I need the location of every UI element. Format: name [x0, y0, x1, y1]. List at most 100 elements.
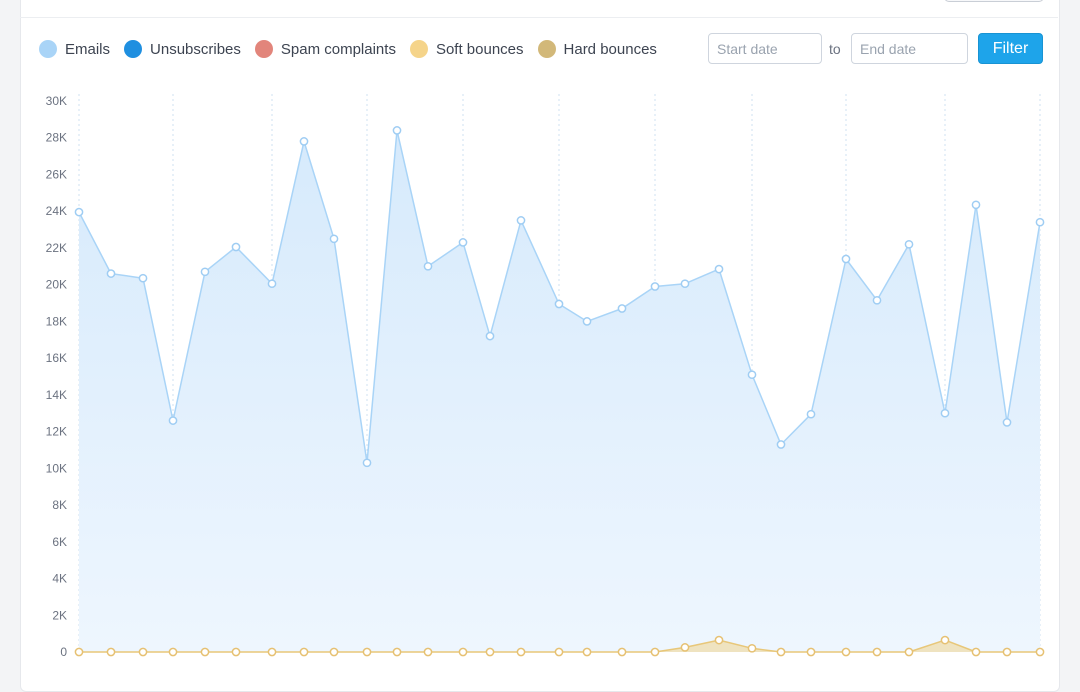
point-emails[interactable] — [1035, 217, 1045, 227]
point-soft-bounces[interactable] — [138, 647, 148, 657]
legend-dot-unsubscribes — [124, 40, 143, 58]
point-emails[interactable] — [106, 269, 116, 278]
start-date-input[interactable] — [708, 33, 822, 64]
point-soft-bounces[interactable] — [516, 647, 526, 657]
point-soft-bounces[interactable] — [267, 647, 277, 657]
chart-legend: Emails Unsubscribes Spam complaints Soft… — [39, 38, 671, 60]
point-emails[interactable] — [582, 317, 592, 326]
legend-item-emails[interactable]: Emails — [39, 40, 110, 58]
point-emails[interactable] — [940, 408, 950, 418]
legend-item-spam-complaints[interactable]: Spam complaints — [254, 40, 396, 58]
point-emails[interactable] — [650, 282, 660, 291]
point-emails[interactable] — [714, 264, 724, 274]
point-soft-bounces[interactable] — [458, 647, 468, 657]
point-emails[interactable] — [554, 299, 564, 309]
legend-item-hard-bounces[interactable]: Hard bounces — [537, 40, 657, 58]
point-soft-bounces[interactable] — [106, 647, 116, 657]
point-emails[interactable] — [74, 207, 84, 217]
y-tick-label: 22K — [46, 241, 67, 255]
y-tick-label: 18K — [46, 314, 67, 328]
y-tick-label: 28K — [46, 131, 67, 145]
y-tick-label: 26K — [46, 167, 67, 181]
y-tick-label: 6K — [52, 535, 67, 549]
point-soft-bounces[interactable] — [680, 643, 690, 652]
point-emails[interactable] — [200, 267, 210, 277]
point-soft-bounces[interactable] — [231, 647, 241, 657]
point-emails[interactable] — [392, 126, 402, 135]
point-soft-bounces[interactable] — [872, 647, 882, 657]
legend-dot-spam-complaints — [254, 40, 273, 58]
point-emails[interactable] — [872, 295, 882, 305]
legend-label-emails: Emails — [65, 40, 111, 58]
point-soft-bounces[interactable] — [714, 635, 724, 645]
legend-dot-hard-bounces — [537, 40, 556, 58]
point-soft-bounces[interactable] — [841, 647, 851, 657]
point-soft-bounces[interactable] — [554, 647, 564, 657]
point-emails[interactable] — [516, 216, 526, 225]
point-soft-bounces[interactable] — [392, 647, 402, 657]
legend-dot-emails — [39, 40, 57, 58]
legend-dot-soft-bounces — [409, 40, 428, 58]
emails-area-chart: 0 2K 4K 6K 8K 10K 12K 14K 16K 18K 20K 22K 24K 26K 28K 3… — [46, 94, 1045, 659]
point-emails[interactable] — [458, 238, 468, 247]
y-tick-label: 8K — [52, 498, 67, 512]
point-soft-bounces[interactable] — [582, 647, 592, 657]
series-areas — [79, 130, 1040, 652]
legend-label-hard-bounces: Hard bounces — [563, 40, 657, 58]
point-soft-bounces[interactable] — [776, 647, 786, 657]
point-soft-bounces[interactable] — [485, 647, 495, 657]
point-soft-bounces[interactable] — [1035, 647, 1045, 657]
point-emails[interactable] — [776, 440, 786, 449]
point-soft-bounces[interactable] — [650, 647, 660, 657]
legend-item-soft-bounces[interactable]: Soft bounces — [409, 40, 524, 58]
point-emails[interactable] — [904, 239, 914, 249]
series-points — [74, 126, 1045, 657]
y-tick-label: 2K — [52, 608, 67, 622]
point-emails[interactable] — [485, 331, 495, 341]
point-emails[interactable] — [267, 279, 277, 289]
point-soft-bounces[interactable] — [329, 647, 339, 657]
point-soft-bounces[interactable] — [168, 647, 178, 657]
point-emails[interactable] — [747, 370, 757, 380]
point-emails[interactable] — [231, 242, 241, 252]
point-emails[interactable] — [329, 234, 339, 244]
point-emails[interactable] — [362, 458, 372, 468]
point-emails[interactable] — [971, 200, 981, 210]
point-soft-bounces[interactable] — [1002, 647, 1012, 657]
y-tick-label: 20K — [46, 278, 67, 292]
point-emails[interactable] — [1002, 418, 1012, 427]
y-tick-label: 0 — [60, 645, 67, 659]
y-tick-label: 30K — [46, 94, 67, 108]
y-tick-label: 24K — [46, 204, 67, 218]
point-emails[interactable] — [617, 304, 627, 313]
y-tick-label: 14K — [46, 388, 67, 402]
area-emails — [79, 130, 1040, 652]
point-emails[interactable] — [680, 279, 690, 289]
point-soft-bounces[interactable] — [617, 647, 627, 657]
point-emails[interactable] — [841, 254, 851, 264]
point-soft-bounces[interactable] — [423, 647, 433, 657]
point-soft-bounces[interactable] — [747, 643, 757, 653]
date-range-to-label: to — [829, 41, 841, 57]
legend-label-soft-bounces: Soft bounces — [435, 40, 524, 58]
filter-button[interactable]: Filter — [978, 33, 1043, 64]
legend-item-unsubscribes[interactable]: Unsubscribes — [124, 40, 241, 58]
point-soft-bounces[interactable] — [940, 635, 950, 645]
point-emails[interactable] — [168, 416, 178, 425]
point-emails[interactable] — [806, 409, 816, 419]
point-soft-bounces[interactable] — [971, 647, 981, 657]
header-divider — [20, 17, 1058, 18]
point-emails[interactable] — [423, 261, 433, 271]
end-date-input[interactable] — [851, 33, 968, 64]
point-emails[interactable] — [299, 137, 309, 146]
point-emails[interactable] — [138, 273, 148, 283]
point-soft-bounces[interactable] — [200, 647, 210, 657]
y-tick-label: 12K — [46, 425, 67, 439]
point-soft-bounces[interactable] — [74, 647, 84, 657]
point-soft-bounces[interactable] — [362, 647, 372, 657]
point-soft-bounces[interactable] — [299, 647, 309, 657]
point-soft-bounces[interactable] — [904, 647, 914, 657]
point-soft-bounces[interactable] — [806, 647, 816, 657]
legend-label-spam-complaints: Spam complaints — [280, 40, 396, 58]
legend-label-unsubscribes: Unsubscribes — [150, 40, 241, 58]
